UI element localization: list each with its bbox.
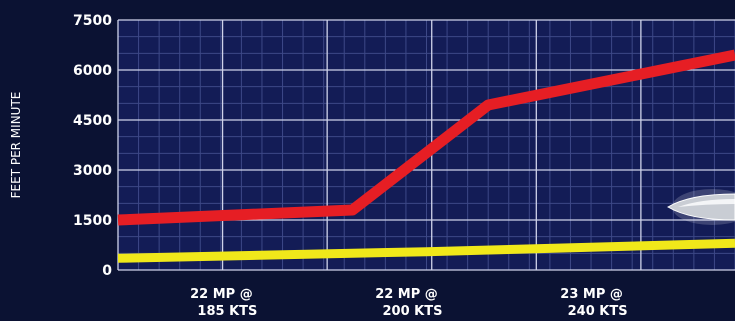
series-lines <box>117 49 735 263</box>
y-tick-label: 0 <box>102 263 112 279</box>
series-line-2 <box>117 238 735 263</box>
nose-highlight <box>678 199 735 207</box>
y-axis-ticks: 0 1500 3000 4500 6000 7500 <box>73 13 112 279</box>
series-line-1 <box>117 49 735 226</box>
y-tick-label: 6000 <box>73 63 112 79</box>
y-tick-label: 1500 <box>73 213 112 229</box>
y-tick-label: 4500 <box>73 113 112 129</box>
x-tick-label-line2: 200 KTS <box>383 304 443 319</box>
x-tick-label-line2: 240 KTS <box>568 304 628 319</box>
major-gridlines <box>117 19 735 271</box>
x-tick-label-line2: 185 KTS <box>197 304 257 319</box>
y-tick-label: 3000 <box>73 163 112 179</box>
x-axis-ticks: 22 MP @ 185 KTS 22 MP @ 200 KTS 23 MP @ 240 K… <box>190 287 627 319</box>
x-tick-label-line1: 23 MP @ <box>560 287 623 302</box>
x-tick-label-line1: 22 MP @ <box>375 287 438 302</box>
y-axis-label: FEET PER MINUTE <box>9 92 23 199</box>
y-tick-label: 7500 <box>73 13 112 29</box>
x-tick-label-line1: 22 MP @ <box>190 287 253 302</box>
aircraft-nose-icon <box>667 189 735 225</box>
